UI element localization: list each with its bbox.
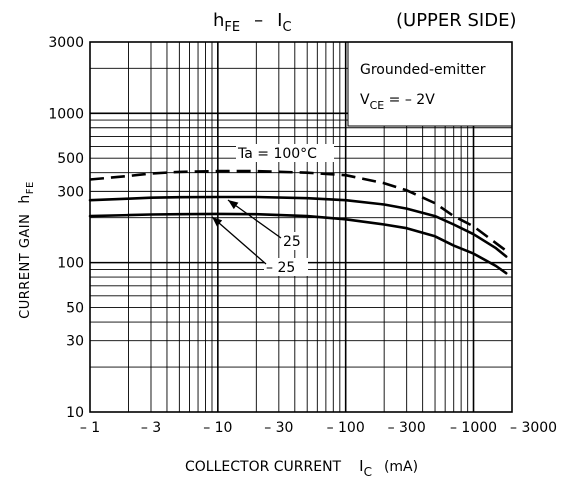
chart-title-tag: (UPPER SIDE) bbox=[396, 10, 517, 31]
series-label-backdrop bbox=[236, 144, 334, 162]
x-axis-label-text: COLLECTOR CURRENT bbox=[185, 459, 342, 475]
condition-box bbox=[347, 41, 513, 127]
x-tick-label: – 30 bbox=[264, 420, 293, 436]
series-label-backdrop bbox=[281, 232, 305, 250]
series-group bbox=[88, 169, 508, 275]
title-hfe: h bbox=[213, 10, 224, 31]
series-line-2 bbox=[88, 212, 508, 275]
y-tick-label: 50 bbox=[66, 301, 84, 317]
y-axis-label-var-subscript: FE bbox=[25, 181, 36, 194]
x-tick-label: – 1000 bbox=[450, 420, 497, 436]
leader-arrows bbox=[211, 199, 282, 265]
y-tick-label: 3000 bbox=[48, 35, 84, 51]
y-axis-label-var: h bbox=[17, 194, 33, 203]
condition-vce-subscript: CE bbox=[370, 99, 385, 112]
y-axis-ticks: 10 30 50 100 300 500 1000 3000 bbox=[48, 35, 84, 421]
y-tick-label: 500 bbox=[57, 151, 84, 167]
title-ic-subscript: C bbox=[282, 20, 291, 35]
x-axis-label-unit: (mA) bbox=[384, 459, 418, 475]
plot-frame bbox=[89, 41, 513, 413]
condition-vce-value: = – 2V bbox=[384, 92, 435, 108]
x-tick-label: – 100 bbox=[327, 420, 365, 436]
series-line-1 bbox=[88, 195, 508, 258]
title-hfe-subscript: FE bbox=[224, 20, 240, 35]
leader-line bbox=[227, 199, 282, 239]
title-ic: I bbox=[277, 10, 282, 31]
y-axis-label-text: CURRENT GAIN bbox=[18, 214, 33, 319]
series-label-100c: Ta = 100°C bbox=[237, 146, 317, 162]
y-tick-label: 10 bbox=[66, 405, 84, 421]
series-label-minus25: – 25 bbox=[266, 260, 295, 276]
leader-arrowhead bbox=[228, 200, 239, 210]
x-axis-label: COLLECTOR CURRENT IC (mA) bbox=[185, 457, 418, 479]
leader-line bbox=[211, 216, 267, 265]
series-label-25: 25 bbox=[283, 234, 301, 250]
x-tick-label: – 3 bbox=[141, 420, 161, 436]
y-tick-label: 300 bbox=[57, 184, 84, 200]
leader-arrowhead bbox=[212, 216, 223, 227]
condition-mode: Grounded-emitter bbox=[360, 62, 486, 78]
condition-vce: VCE = – 2V bbox=[360, 92, 435, 112]
y-tick-label: 100 bbox=[57, 256, 84, 272]
series-label-backdrop bbox=[264, 258, 308, 276]
x-tick-label: – 300 bbox=[388, 420, 426, 436]
condition-vce-var: V bbox=[360, 92, 370, 108]
x-tick-label: – 1 bbox=[80, 420, 100, 436]
x-tick-label: – 3000 bbox=[510, 420, 557, 436]
chart-title: hFE – IC bbox=[213, 10, 292, 35]
x-axis-ticks: – 1 – 3 – 10 – 30 – 100 – 300 – 1000 – 3000 bbox=[80, 420, 557, 436]
y-tick-label: 1000 bbox=[48, 106, 84, 122]
x-axis-label-var-subscript: C bbox=[364, 465, 372, 479]
y-tick-label: 30 bbox=[66, 334, 84, 350]
series-line-0 bbox=[89, 169, 507, 252]
x-tick-label: – 10 bbox=[203, 420, 232, 436]
y-axis-label: CURRENT GAIN hFE bbox=[17, 181, 36, 319]
title-separator: – bbox=[254, 10, 263, 31]
x-axis-label-var: I bbox=[359, 457, 363, 475]
